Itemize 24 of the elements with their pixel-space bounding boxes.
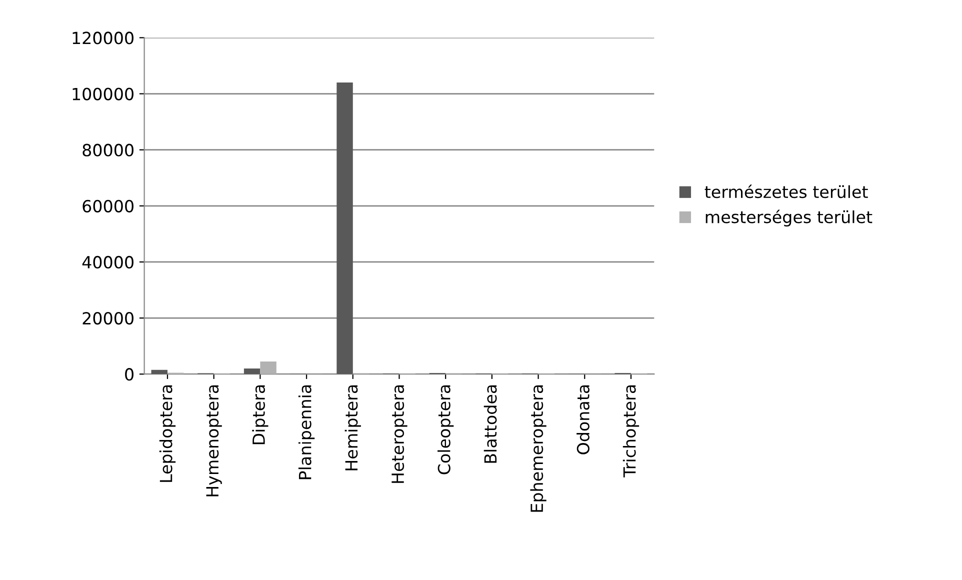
y-tick-label: 80000	[82, 144, 134, 156]
y-tick-label: 40000	[82, 256, 134, 269]
legend-label: mesterséges terület	[706, 210, 872, 227]
x-tick-label: Odonata	[576, 385, 590, 454]
y-tick-label: 60000	[82, 200, 134, 212]
x-tick-label: Coleoptera	[438, 385, 454, 474]
x-tick-label: Trichoptera	[622, 385, 640, 478]
x-tick-label: Lepidoptera	[159, 385, 176, 482]
y-tick-label: 20000	[82, 312, 134, 325]
bar	[151, 370, 168, 374]
y-tick-label: 0	[125, 368, 134, 381]
bar	[336, 82, 353, 374]
y-tick-label: 100000	[72, 88, 134, 100]
x-tick-label: Hemiptera	[344, 385, 361, 470]
x-tick-label: Heteroptera	[392, 385, 408, 483]
y-tick-label: 120000	[72, 32, 134, 44]
x-tick-label: Planipennia	[298, 385, 315, 480]
x-tick-label: Diptera	[252, 385, 268, 444]
bar	[260, 361, 276, 374]
x-tick-label: Blattodea	[484, 385, 497, 463]
bar	[244, 368, 260, 374]
x-tick-label: Hymenoptera	[206, 385, 222, 496]
x-tick-label: Ephemeroptera	[530, 385, 546, 512]
legend-label: természetes terület	[704, 184, 868, 198]
